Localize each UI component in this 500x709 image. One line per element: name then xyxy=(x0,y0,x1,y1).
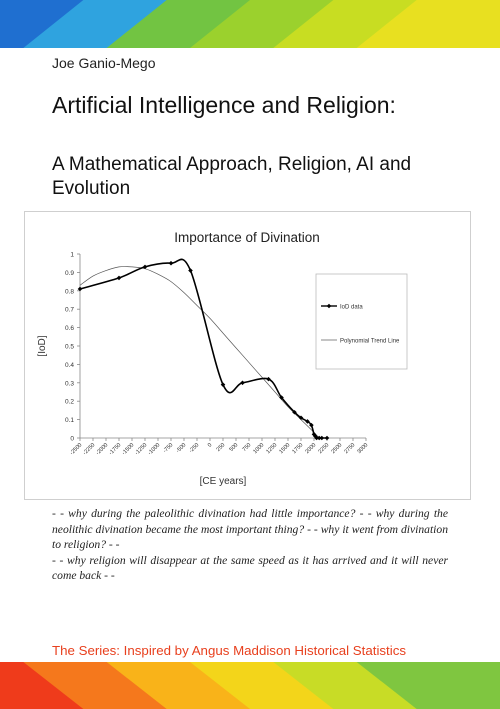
iod-line xyxy=(79,258,327,439)
y-tick-label: 0.7 xyxy=(65,307,74,314)
series-note: The Series: Inspired by Angus Maddison H… xyxy=(52,643,407,658)
x-tick-label: 1250 xyxy=(265,442,278,455)
divination-chart: Importance of Divination 0 0.1 0.2 0.3 0.4 0.5… xyxy=(37,230,408,487)
x-tick-label: -1500 xyxy=(121,442,135,456)
color-stripe xyxy=(356,662,500,709)
iod-data-point xyxy=(142,264,148,270)
x-tick-label: -1750 xyxy=(108,442,122,456)
iod-data-point xyxy=(298,415,304,421)
y-tick-label: 1 xyxy=(70,252,74,259)
book-title: Artificial Intelligence and Religion: xyxy=(52,92,396,118)
y-tick-label: 0.6 xyxy=(65,325,74,332)
y-tick-label: 0 xyxy=(70,436,74,443)
iod-data-point xyxy=(220,382,226,387)
legend-label-trend: Polynomial Trend Line xyxy=(340,339,400,345)
x-tick-label: 500 xyxy=(229,442,240,453)
top-color-stripes xyxy=(0,0,500,48)
x-tick-label: -2250 xyxy=(82,442,96,456)
iod-data-point xyxy=(116,275,122,281)
book-subtitle: A Mathematical Approach, Religion, AI an… xyxy=(52,154,412,199)
iod-data-point xyxy=(240,380,245,386)
legend-marker-iod xyxy=(326,303,332,309)
x-tick-label: -2000 xyxy=(95,442,109,456)
iod-data-point xyxy=(305,419,310,424)
y-axis-label: [IoD] xyxy=(37,335,48,356)
legend-label-iod: IoD data xyxy=(340,305,363,311)
iod-data-point xyxy=(316,435,322,441)
chart-frame: Importance of Divination 0 0.1 0.2 0.3 0.4 0.5… xyxy=(24,211,471,500)
chart-title: Importance of Divination xyxy=(174,230,320,245)
quote-paragraph-1: - - why during the paleolithic divinatio… xyxy=(52,507,448,551)
iod-data-point xyxy=(324,435,330,441)
trend-line xyxy=(79,266,320,439)
iod-data-point xyxy=(309,422,314,428)
x-tick-label: 1000 xyxy=(252,442,265,455)
bottom-color-stripes xyxy=(0,662,500,709)
y-tick-label: 0.3 xyxy=(65,380,74,387)
x-tick-label: -1250 xyxy=(134,442,148,456)
cover-quote: - - why during the paleolithic divinatio… xyxy=(52,506,448,584)
x-tick-label: 750 xyxy=(242,442,253,453)
x-tick-label: 2000 xyxy=(304,442,317,455)
x-tick-label: 3000 xyxy=(356,442,369,455)
x-tick-label: -1000 xyxy=(147,442,161,456)
x-tick-label: 2500 xyxy=(330,442,343,455)
y-tick-label: 0.5 xyxy=(65,344,74,351)
x-tick-label: 1500 xyxy=(278,442,291,455)
iod-data-point xyxy=(313,433,318,439)
x-tick-label: 2250 xyxy=(317,442,330,455)
x-tick-label: -2500 xyxy=(69,442,83,456)
iod-data-point xyxy=(279,395,284,400)
x-tick-label: 1750 xyxy=(291,442,304,455)
x-tick-label: -750 xyxy=(162,442,174,454)
y-tick-label: 0.2 xyxy=(65,399,74,406)
x-tick-label: 2750 xyxy=(343,442,356,455)
author-name: Joe Ganio-Mego xyxy=(52,55,156,71)
iod-data-point xyxy=(314,435,319,441)
y-tick-label: 0.4 xyxy=(65,362,74,369)
iod-data-point xyxy=(188,268,193,273)
iod-data-point xyxy=(292,409,297,415)
x-tick-label: 0 xyxy=(207,442,213,448)
iod-data-point xyxy=(168,260,174,266)
color-stripe xyxy=(356,0,500,48)
x-tick-label: -250 xyxy=(188,442,200,454)
x-tick-label: -500 xyxy=(175,442,187,454)
iod-data-point xyxy=(266,376,271,382)
y-tick-label: 0.9 xyxy=(65,270,74,277)
legend-box xyxy=(315,273,408,370)
quote-paragraph-2: - - why religion will disappear at the s… xyxy=(52,553,448,583)
y-tick-label: 0.8 xyxy=(65,288,74,295)
x-tick-label: 250 xyxy=(216,442,227,453)
x-axis-label: [CE years] xyxy=(200,476,247,487)
iod-data-point xyxy=(319,435,325,441)
y-tick-label: 0.1 xyxy=(65,417,74,424)
